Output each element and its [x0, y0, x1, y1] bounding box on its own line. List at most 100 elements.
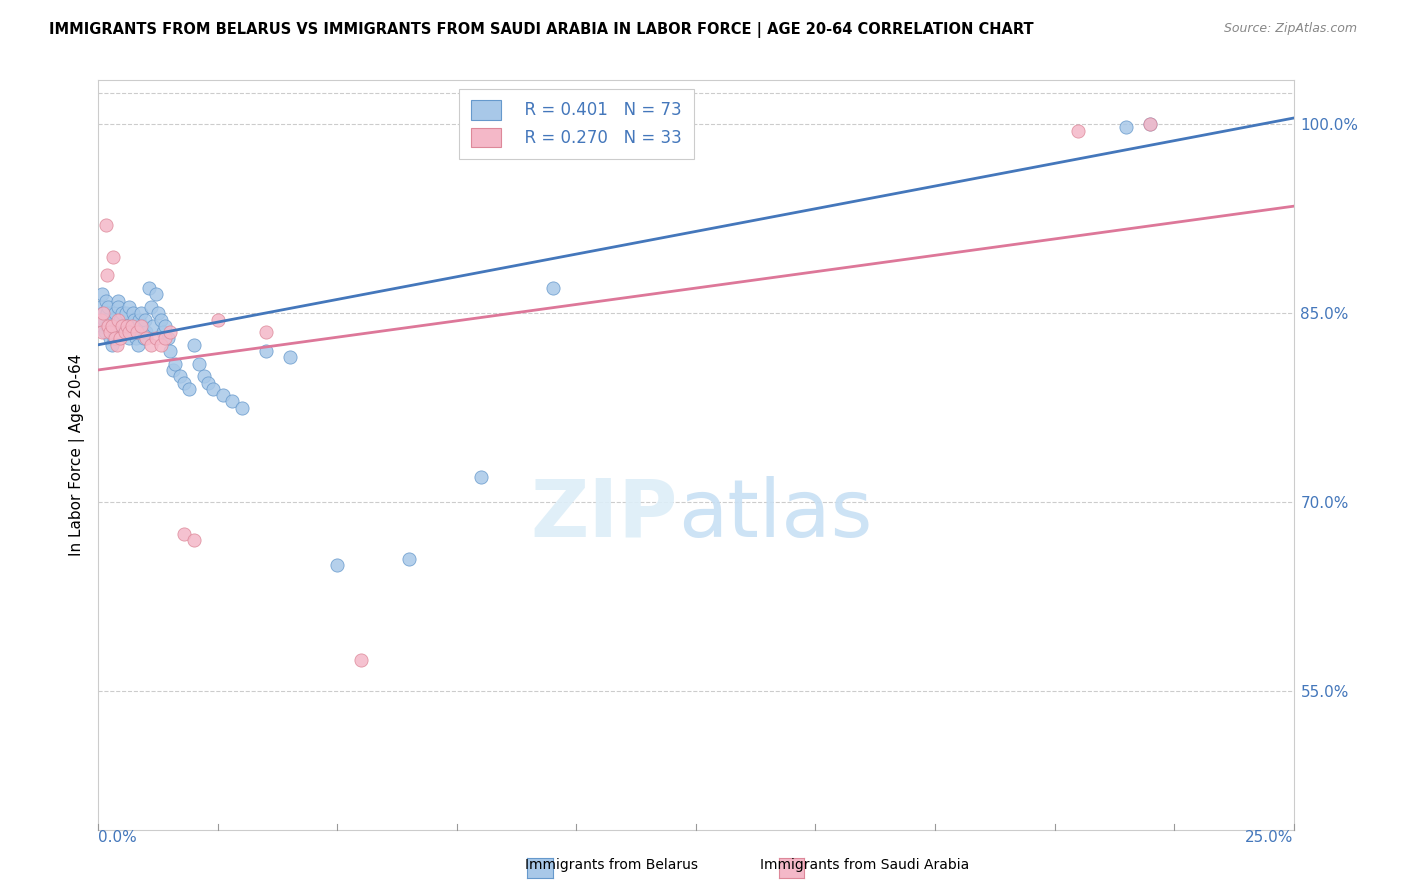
Point — [98, 325, 122, 339]
Point — [97, 300, 120, 314]
Point — [107, 312, 129, 326]
Point — [97, 318, 120, 333]
Point — [155, 331, 177, 345]
Point — [120, 318, 142, 333]
Point — [193, 369, 215, 384]
Point — [159, 325, 181, 339]
Point — [104, 306, 127, 320]
Point — [93, 325, 115, 339]
Point — [1115, 120, 1137, 134]
Point — [128, 312, 150, 326]
Point — [207, 312, 229, 326]
Point — [97, 318, 120, 333]
Point — [98, 331, 122, 345]
Point — [139, 300, 162, 314]
Point — [155, 318, 177, 333]
Point — [124, 312, 146, 326]
Point — [90, 300, 112, 314]
Point — [202, 382, 225, 396]
Point — [125, 318, 148, 333]
Point — [101, 250, 124, 264]
Point — [108, 312, 131, 326]
Point — [1139, 117, 1161, 131]
Point — [118, 300, 141, 314]
Point — [114, 325, 136, 339]
Point — [117, 331, 139, 345]
Point — [149, 337, 172, 351]
Point — [138, 281, 160, 295]
Point — [541, 281, 564, 295]
Point — [350, 652, 373, 666]
Point — [91, 306, 114, 320]
Point — [91, 287, 114, 301]
Point — [398, 551, 420, 566]
Point — [121, 325, 143, 339]
Point — [101, 337, 124, 351]
Point — [135, 331, 157, 345]
Point — [152, 325, 174, 339]
Point — [131, 318, 153, 333]
Text: Source: ZipAtlas.com: Source: ZipAtlas.com — [1223, 22, 1357, 36]
Point — [127, 337, 149, 351]
Point — [112, 318, 135, 333]
Point — [169, 369, 191, 384]
Point — [326, 558, 349, 573]
Point — [145, 287, 167, 301]
Point — [134, 312, 156, 326]
Text: Immigrants from Saudi Arabia: Immigrants from Saudi Arabia — [761, 858, 969, 872]
Point — [101, 318, 124, 333]
Point — [145, 331, 167, 345]
Point — [254, 325, 277, 339]
Point — [278, 351, 301, 365]
Point — [156, 331, 179, 345]
Point — [139, 337, 162, 351]
Point — [91, 306, 114, 320]
Point — [125, 325, 148, 339]
Point — [162, 363, 184, 377]
Point — [107, 300, 129, 314]
Point — [115, 318, 138, 333]
Point — [159, 344, 181, 359]
Point — [231, 401, 253, 415]
Point — [187, 357, 209, 371]
Point — [470, 470, 492, 484]
Point — [129, 325, 152, 339]
Point — [1139, 117, 1161, 131]
Point — [90, 312, 112, 326]
Point — [104, 331, 127, 345]
Point — [254, 344, 277, 359]
Point — [103, 331, 125, 345]
Point — [183, 533, 205, 547]
Point — [173, 376, 195, 390]
Point — [94, 293, 117, 308]
Point — [135, 325, 157, 339]
Point — [105, 337, 128, 351]
Point — [96, 306, 118, 320]
Point — [111, 306, 134, 320]
Point — [1067, 123, 1090, 137]
Point — [93, 312, 115, 326]
Point — [142, 318, 165, 333]
Point — [197, 376, 219, 390]
Point — [211, 388, 233, 402]
Point — [149, 312, 172, 326]
Text: Immigrants from Belarus: Immigrants from Belarus — [524, 858, 699, 872]
Point — [94, 218, 117, 232]
Point — [131, 306, 153, 320]
Point — [173, 526, 195, 541]
Point — [118, 325, 141, 339]
Point — [91, 325, 114, 339]
Point — [90, 318, 112, 333]
Point — [105, 318, 128, 333]
Point — [110, 325, 132, 339]
Point — [101, 312, 124, 326]
Point — [163, 357, 186, 371]
Point — [108, 331, 131, 345]
Point — [96, 268, 118, 283]
Point — [115, 318, 138, 333]
Text: 0.0%: 0.0% — [98, 830, 138, 845]
Point — [121, 318, 143, 333]
Point — [125, 331, 148, 345]
Text: atlas: atlas — [678, 475, 872, 554]
Point — [179, 382, 201, 396]
